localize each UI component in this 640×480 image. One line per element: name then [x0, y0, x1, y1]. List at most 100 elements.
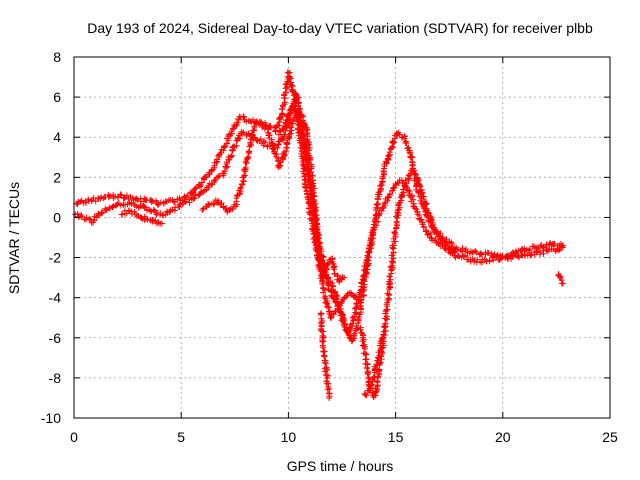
data-point — [330, 311, 337, 318]
data-point — [288, 130, 295, 137]
data-point — [472, 248, 479, 255]
data-point — [313, 242, 320, 249]
data-point — [309, 189, 316, 196]
data-point — [191, 195, 198, 202]
data-point — [360, 338, 367, 345]
data-point — [213, 159, 220, 166]
data-point — [319, 281, 326, 288]
data-point — [527, 252, 534, 259]
data-point — [390, 245, 397, 252]
data-point — [262, 122, 269, 129]
data-point — [405, 144, 412, 151]
data-point — [379, 173, 386, 180]
data-point — [227, 130, 234, 137]
data-point — [391, 228, 398, 235]
data-point — [276, 127, 283, 134]
data-point — [382, 320, 389, 327]
data-point — [315, 255, 322, 262]
data-point — [515, 253, 522, 260]
data-point — [339, 317, 346, 324]
data-point — [365, 249, 372, 256]
data-point — [274, 144, 281, 151]
data-point — [352, 304, 359, 311]
data-point — [288, 120, 295, 127]
data-point — [448, 239, 455, 246]
data-point — [540, 247, 547, 254]
data-point — [253, 137, 260, 144]
data-point — [251, 124, 258, 131]
data-point — [252, 134, 259, 141]
data-point — [198, 179, 205, 186]
data-point — [386, 291, 393, 298]
data-point — [452, 254, 459, 261]
data-point — [411, 167, 418, 174]
data-point — [434, 229, 441, 236]
data-point — [240, 114, 247, 121]
data-point — [413, 206, 420, 213]
data-point — [559, 280, 566, 287]
data-point — [391, 229, 398, 236]
data-point — [300, 137, 307, 144]
x-tick-label: 20 — [495, 429, 511, 445]
x-tick-label: 0 — [70, 429, 78, 445]
data-point — [288, 124, 295, 131]
data-point — [176, 201, 183, 208]
data-point — [236, 135, 243, 142]
data-point — [341, 274, 348, 281]
data-point — [366, 387, 373, 394]
data-point — [230, 125, 237, 132]
data-point — [354, 294, 361, 301]
plot-frame — [73, 56, 611, 419]
data-point — [542, 244, 549, 251]
data-point — [383, 307, 390, 314]
data-point — [121, 195, 128, 202]
x-tick-label: 15 — [388, 429, 404, 445]
data-point — [279, 126, 286, 133]
data-point — [363, 365, 370, 372]
data-point — [377, 182, 384, 189]
data-point — [320, 289, 327, 296]
axis-ticks: 0 5 10 15 20 25 -10 -8 -6 -4 -2 0 2 4 6 8 — [41, 49, 618, 445]
data-point — [364, 361, 371, 368]
data-point — [325, 304, 332, 311]
y-axis-label: SDTVAR / TECUs — [6, 182, 22, 294]
data-point — [316, 254, 323, 261]
series-track-f — [317, 310, 333, 401]
data-point — [403, 140, 410, 147]
data-point — [526, 246, 533, 253]
data-point — [407, 171, 414, 178]
data-point — [324, 300, 331, 307]
data-point — [289, 88, 296, 95]
data-point — [559, 243, 566, 250]
data-point — [324, 367, 331, 374]
data-point — [463, 246, 470, 253]
data-point — [274, 122, 281, 129]
data-point — [281, 131, 288, 138]
data-point — [534, 248, 541, 255]
data-point — [393, 218, 400, 225]
y-tick-label: -2 — [49, 250, 62, 266]
data-point — [436, 233, 443, 240]
data-point — [109, 204, 116, 211]
data-point — [407, 154, 414, 161]
data-point — [284, 139, 291, 146]
data-point — [353, 310, 360, 317]
data-point — [360, 273, 367, 279]
data-point — [312, 237, 319, 244]
data-point — [406, 172, 413, 179]
data-point — [138, 214, 145, 221]
data-point — [323, 300, 330, 307]
data-point — [486, 258, 493, 265]
data-points — [72, 69, 566, 401]
data-point — [302, 143, 309, 150]
data-point — [330, 264, 337, 271]
data-point — [357, 324, 364, 331]
data-point — [427, 231, 434, 238]
data-point — [277, 162, 284, 169]
data-point — [224, 163, 231, 170]
data-point — [275, 131, 282, 138]
data-point — [386, 149, 393, 156]
data-point — [473, 249, 480, 256]
data-point — [198, 182, 205, 189]
